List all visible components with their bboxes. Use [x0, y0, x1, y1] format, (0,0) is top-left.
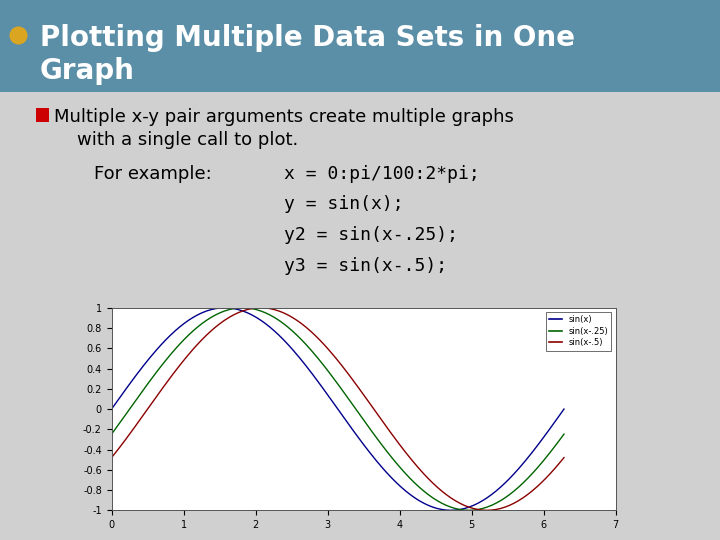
sin(x) — [354, 434, 362, 441]
Text: Multiple x-y pair arguments create multiple graphs: Multiple x-y pair arguments create multi… — [54, 108, 514, 126]
sin(x-.25) — [559, 431, 568, 437]
sin(x) — [274, 332, 283, 339]
sin(x-.25) — [148, 374, 157, 381]
sin(x-.5) — [559, 454, 568, 461]
sin(x) — [559, 406, 568, 412]
sin(x-.5) — [483, 507, 492, 514]
sin(x-.25) — [354, 409, 362, 416]
Legend: sin(x), sin(x-.25), sin(x-.5): sin(x), sin(x-.25), sin(x-.5) — [546, 312, 611, 350]
sin(x-.25) — [107, 431, 116, 437]
sin(x-.25) — [300, 339, 308, 346]
sin(x) — [148, 352, 157, 358]
sin(x-.5) — [148, 399, 157, 406]
sin(x-.25) — [526, 472, 534, 479]
sin(x) — [526, 452, 534, 458]
sin(x-.25) — [109, 428, 118, 434]
FancyBboxPatch shape — [0, 0, 720, 92]
FancyBboxPatch shape — [36, 108, 49, 122]
sin(x-.5) — [526, 489, 534, 496]
sin(x-.25) — [274, 317, 283, 323]
Text: y = sin(x);: y = sin(x); — [284, 195, 404, 213]
sin(x-.25) — [238, 305, 247, 311]
sin(x-.5) — [109, 451, 118, 458]
Text: Plotting Multiple Data Sets in One: Plotting Multiple Data Sets in One — [40, 24, 575, 52]
sin(x-.5) — [107, 454, 116, 461]
Text: y3 = sin(x-.5);: y3 = sin(x-.5); — [284, 257, 448, 275]
sin(x-.5) — [274, 308, 283, 314]
Text: Graph: Graph — [40, 57, 135, 85]
sin(x) — [446, 507, 455, 514]
Text: x = 0:pi/100:2*pi;: x = 0:pi/100:2*pi; — [284, 165, 480, 183]
sin(x) — [220, 305, 229, 311]
Line: sin(x-.5): sin(x-.5) — [112, 308, 564, 510]
sin(x-.5) — [354, 384, 362, 390]
Line: sin(x-.25): sin(x-.25) — [112, 308, 564, 510]
Text: For example:: For example: — [94, 165, 212, 183]
sin(x-.25) — [464, 507, 473, 514]
Text: with a single call to plot.: with a single call to plot. — [54, 131, 298, 149]
sin(x-.5) — [300, 322, 308, 329]
Text: y2 = sin(x-.25);: y2 = sin(x-.25); — [284, 226, 459, 244]
sin(x) — [107, 406, 116, 413]
sin(x) — [300, 360, 308, 366]
sin(x) — [109, 403, 118, 409]
Line: sin(x): sin(x) — [112, 308, 564, 510]
sin(x-.5) — [256, 305, 265, 311]
